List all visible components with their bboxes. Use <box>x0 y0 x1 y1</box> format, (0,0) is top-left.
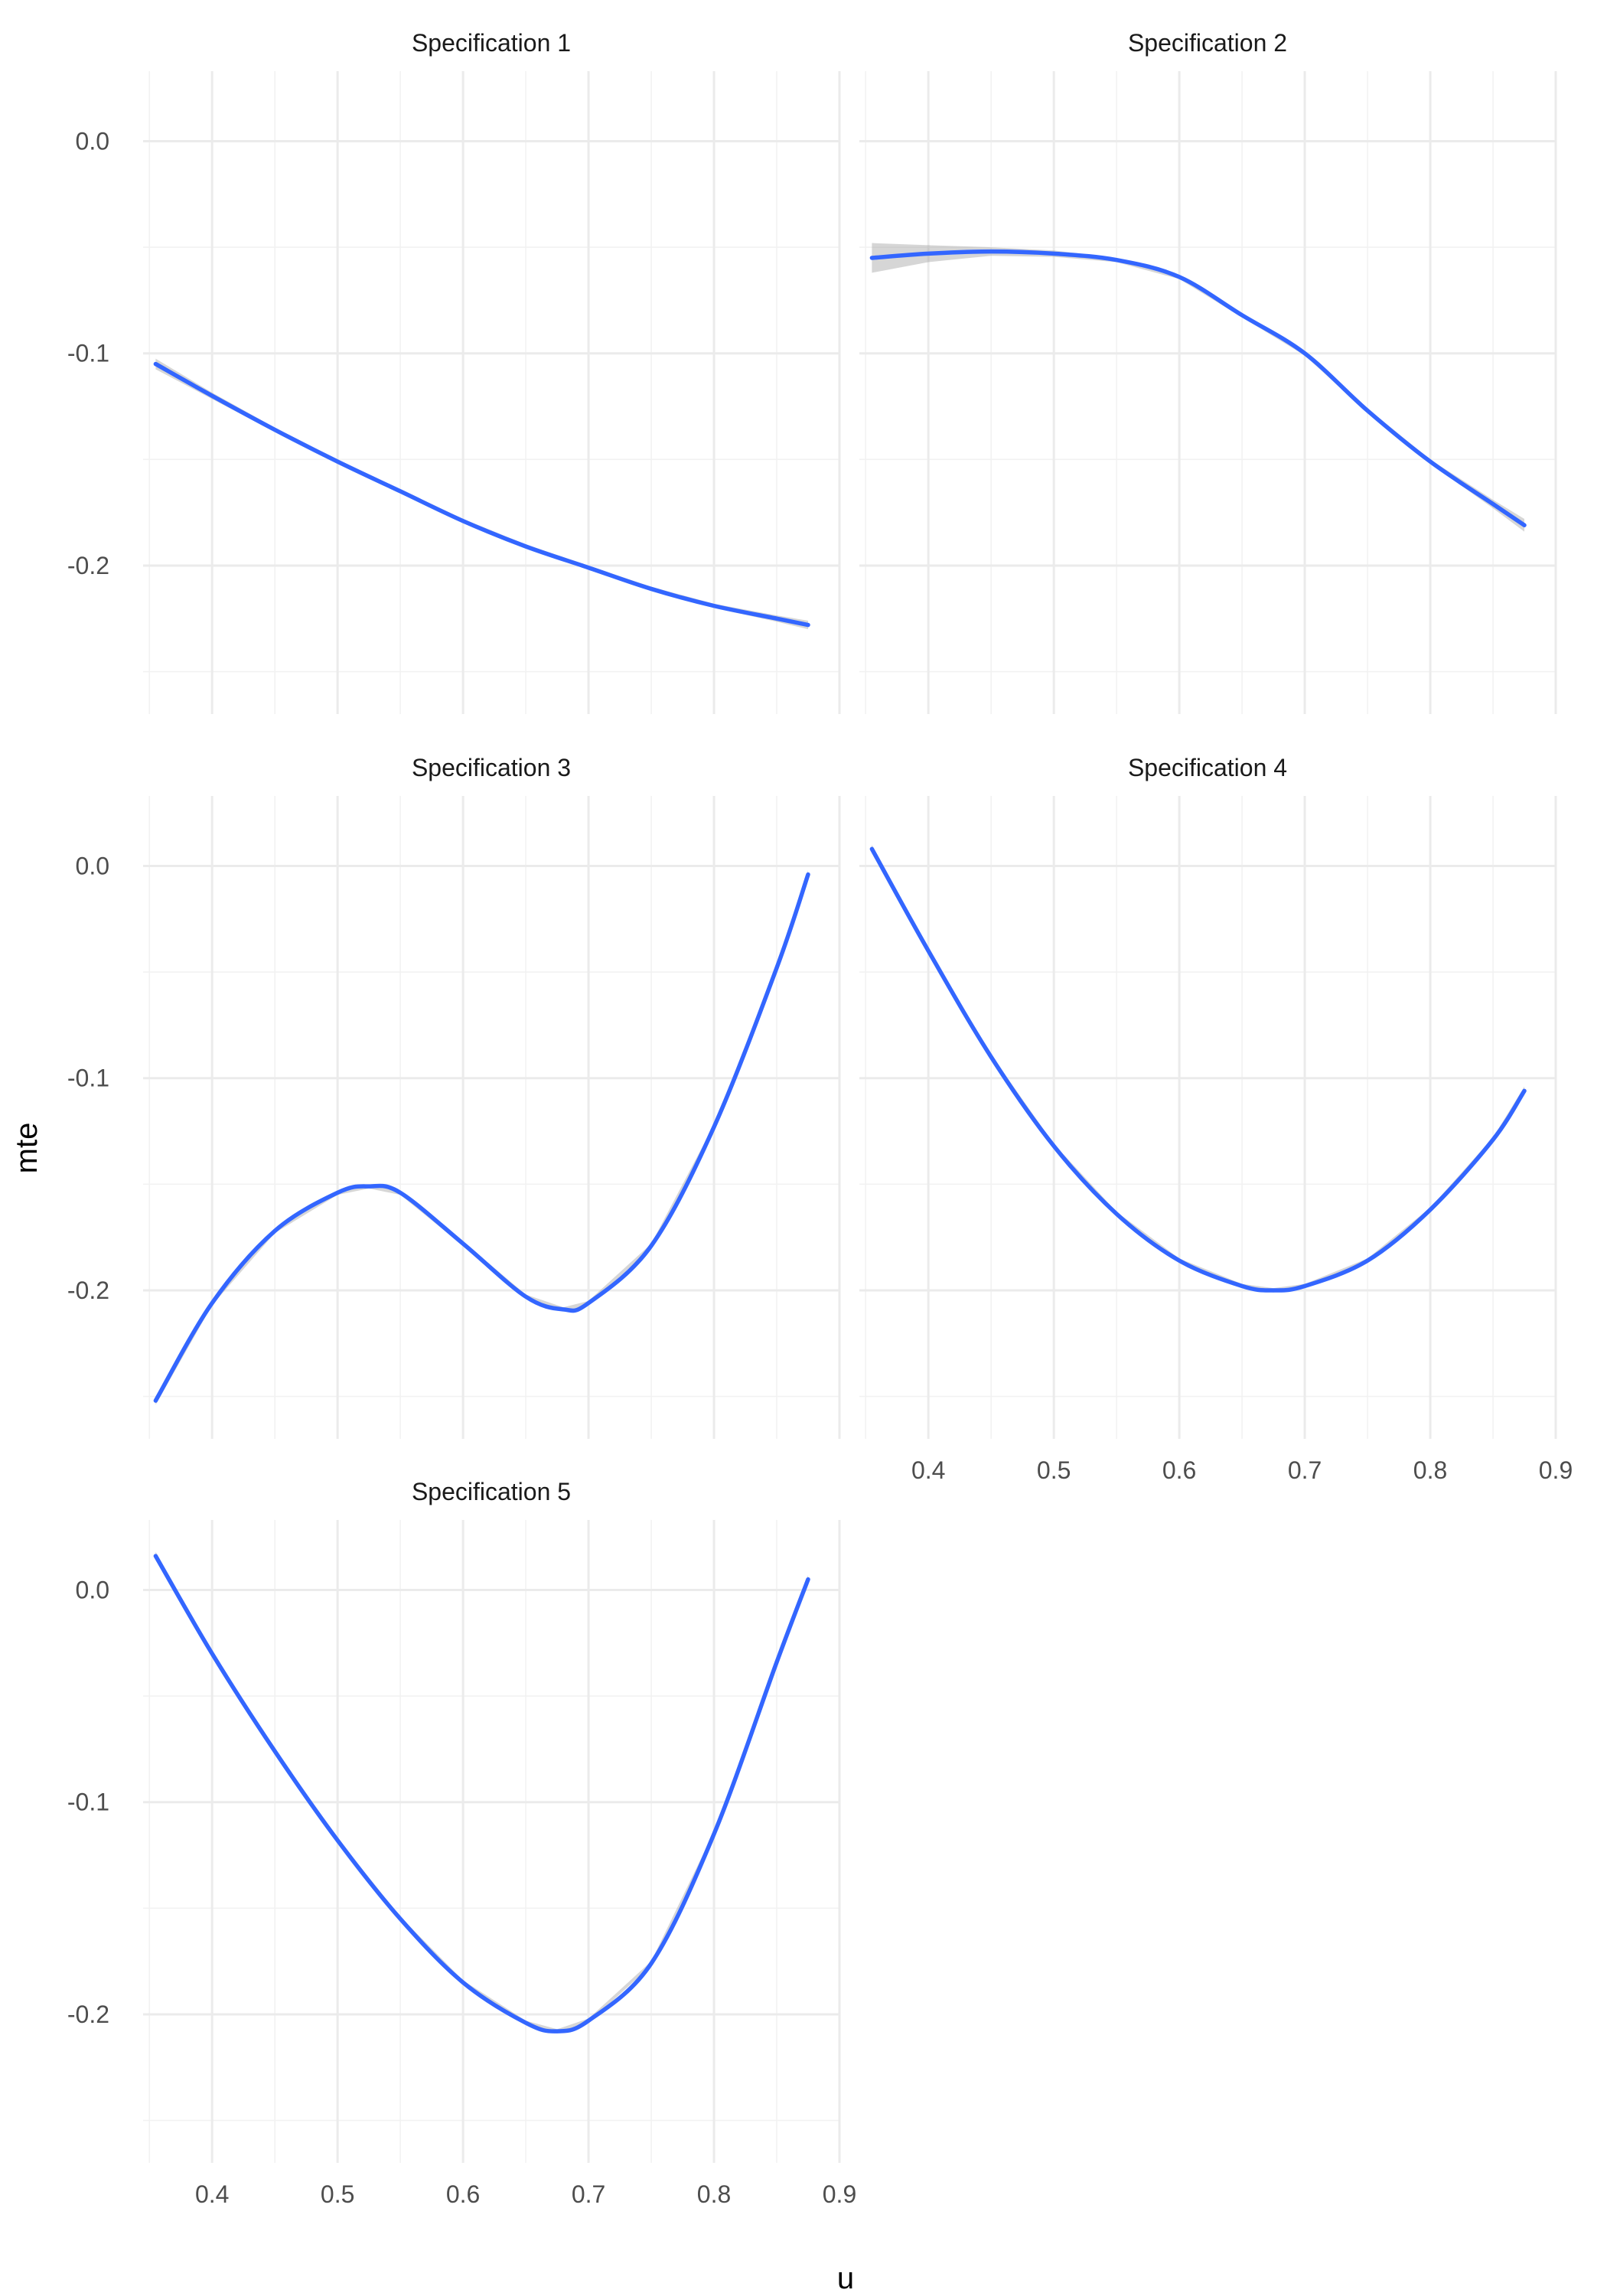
y-tick-label: 0.0 <box>76 852 109 879</box>
x-tick-label: 0.5 <box>1037 1456 1071 1484</box>
series-line <box>153 361 810 628</box>
x-tick-label: 0.7 <box>1288 1456 1322 1484</box>
x-tick-label: 0.6 <box>1162 1456 1196 1484</box>
x-tick-label: 0.8 <box>1413 1456 1447 1484</box>
x-tick-label: 0.4 <box>195 2180 229 2208</box>
y-tick-label: -0.1 <box>67 1065 109 1092</box>
y-tick-label: -0.2 <box>67 552 109 579</box>
facet-panel: Specification 1 0.0 -0.1 -0.2 <box>67 29 841 714</box>
confidence-band <box>155 1551 809 2033</box>
series-line <box>869 249 1527 528</box>
facet-title: Specification 4 <box>1128 754 1287 781</box>
series-line <box>869 846 1527 1293</box>
facet-title: Specification 2 <box>1128 29 1287 57</box>
x-tick-label: 0.7 <box>572 2180 605 2208</box>
x-tick-label: 0.9 <box>1539 1456 1573 1484</box>
y-tick-label: -0.1 <box>67 1789 109 1816</box>
y-tick-label: 0.0 <box>76 1576 109 1603</box>
x-tick-label: 0.4 <box>911 1456 945 1484</box>
y-tick-label: -0.2 <box>67 1277 109 1304</box>
y-axis-title: mte <box>10 1123 44 1174</box>
series-line <box>153 872 810 1403</box>
series-line <box>153 1554 810 2033</box>
facet-title: Specification 5 <box>412 1478 571 1505</box>
panels-layer: Specification 10.0-0.1-0.2Specification … <box>67 29 1573 2208</box>
facet-title: Specification 1 <box>412 29 571 57</box>
facet-panel: Specification 2 <box>859 29 1557 714</box>
y-tick-label: 0.0 <box>76 127 109 155</box>
facet-panel: Specification 5 0.0 -0.1 -0.2 0.4 0.5 0.6 0.7 0.… <box>67 1478 856 2208</box>
facet-title: Specification 3 <box>412 754 571 781</box>
confidence-band <box>155 358 809 630</box>
y-tick-label: -0.1 <box>67 340 109 367</box>
x-tick-label: 0.6 <box>446 2180 480 2208</box>
x-tick-label: 0.8 <box>697 2180 731 2208</box>
facet-panel: Specification 4 0.4 0.5 0.6 0.7 0.8 0.9 <box>859 754 1573 1484</box>
x-axis-title: u <box>837 2262 854 2295</box>
x-tick-label: 0.5 <box>321 2180 354 2208</box>
facet-panel: Specification 3 0.0 -0.1 -0.2 <box>67 754 841 1439</box>
y-tick-label: -0.2 <box>67 2001 109 2028</box>
confidence-band <box>872 844 1525 1293</box>
x-tick-label: 0.9 <box>823 2180 856 2208</box>
